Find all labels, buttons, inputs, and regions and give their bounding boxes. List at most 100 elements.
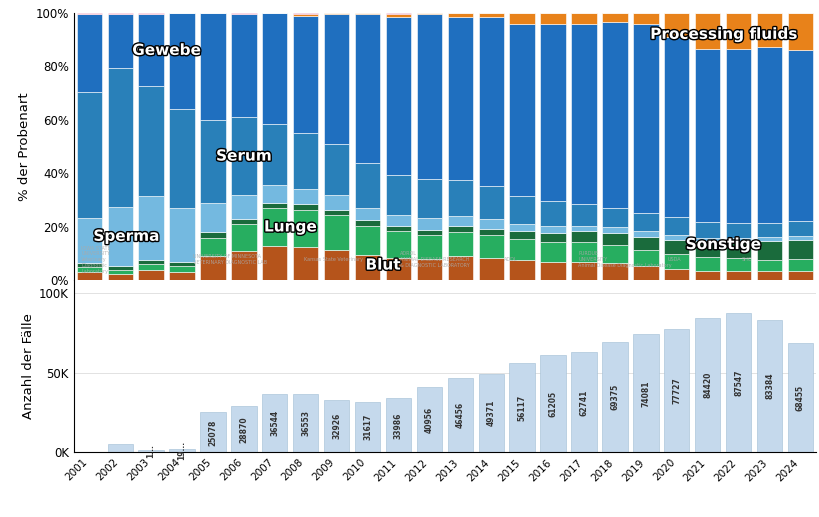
Bar [385, 257, 410, 280]
Bar [447, 232, 473, 256]
Y-axis label: % der Probenart: % der Probenart [18, 93, 31, 201]
Bar [663, 235, 689, 240]
Bar [725, 258, 750, 271]
Bar [571, 23, 596, 204]
Bar [355, 402, 380, 452]
Bar [540, 226, 565, 233]
Bar [540, 24, 565, 201]
Bar [478, 17, 504, 186]
Text: 49371: 49371 [486, 400, 495, 426]
Text: 40956: 40956 [424, 407, 433, 433]
Bar [787, 236, 812, 240]
Text: 68455: 68455 [795, 385, 804, 411]
Bar [385, 13, 410, 14]
Bar [138, 196, 164, 261]
Text: USDA: USDA [667, 257, 681, 262]
Bar [571, 13, 596, 23]
Bar [200, 256, 225, 280]
Bar [478, 235, 504, 258]
Text: SHC: SHC [741, 257, 751, 262]
Bar [76, 263, 102, 267]
Bar [571, 353, 596, 452]
Bar [200, 13, 225, 120]
Bar [447, 225, 473, 232]
Bar [262, 13, 287, 124]
Bar [756, 13, 781, 47]
Bar [76, 272, 102, 280]
Bar [447, 180, 473, 216]
Bar [76, 267, 102, 272]
Bar [571, 226, 596, 232]
Text: 33986: 33986 [393, 412, 402, 438]
Bar [509, 13, 534, 24]
Bar [170, 262, 194, 266]
Bar [292, 14, 318, 16]
Bar [262, 203, 287, 208]
Bar [292, 16, 318, 133]
Bar [540, 355, 565, 452]
Bar [262, 186, 287, 203]
Bar [355, 14, 380, 163]
Bar [509, 261, 534, 280]
Bar [231, 195, 256, 219]
Bar [756, 223, 781, 237]
Bar [138, 261, 164, 264]
Bar [231, 224, 256, 251]
Bar [509, 24, 534, 196]
Bar [725, 13, 750, 49]
Text: PURDUE
UNIVERSITY
Animal Disease Diagnostic Laboratory: PURDUE UNIVERSITY Animal Disease Diagnos… [577, 251, 672, 268]
Bar [292, 394, 318, 452]
Bar [385, 398, 410, 452]
Bar [170, 13, 194, 109]
Bar [355, 208, 380, 220]
Bar [447, 17, 473, 180]
Bar [695, 238, 719, 241]
Bar [540, 13, 565, 24]
Bar [355, 220, 380, 225]
Bar [416, 14, 441, 179]
Bar [695, 271, 719, 280]
Bar [540, 262, 565, 280]
Bar [787, 50, 812, 221]
Bar [509, 363, 534, 452]
Bar [756, 241, 781, 260]
Bar [756, 47, 781, 223]
Bar [76, 218, 102, 263]
Text: 62741: 62741 [579, 389, 588, 416]
Bar [200, 232, 225, 238]
Text: 46456: 46456 [455, 402, 464, 429]
Text: 36544: 36544 [270, 410, 279, 436]
Bar [632, 213, 658, 232]
Text: 19...: 19... [177, 441, 186, 460]
Bar [231, 406, 256, 452]
Bar [170, 208, 194, 262]
Bar [416, 13, 441, 14]
Text: Gewebe: Gewebe [132, 43, 201, 58]
Bar [601, 208, 627, 227]
Bar [725, 49, 750, 223]
Bar [663, 37, 689, 218]
Bar [107, 13, 133, 14]
Bar [385, 231, 410, 257]
Bar [695, 13, 719, 49]
Text: UNIVERSITY OF MINNESOTA
VETERINARY DIAGNOSTIC LAB: UNIVERSITY OF MINNESOTA VETERINARY DIAGN… [192, 254, 266, 265]
Bar [324, 250, 349, 280]
Bar [292, 189, 318, 204]
Bar [509, 196, 534, 224]
Bar [292, 204, 318, 209]
Bar [571, 232, 596, 242]
Bar [540, 242, 565, 262]
Bar [138, 270, 164, 280]
Bar [756, 260, 781, 271]
Bar [170, 449, 194, 452]
Bar [632, 334, 658, 452]
Bar [478, 186, 504, 219]
Bar [262, 208, 287, 246]
Bar [447, 13, 473, 17]
Bar [231, 219, 256, 224]
Bar [324, 400, 349, 452]
Bar [170, 266, 194, 272]
Text: Sonstige: Sonstige [685, 237, 760, 252]
Bar [138, 13, 164, 14]
Bar [324, 215, 349, 250]
